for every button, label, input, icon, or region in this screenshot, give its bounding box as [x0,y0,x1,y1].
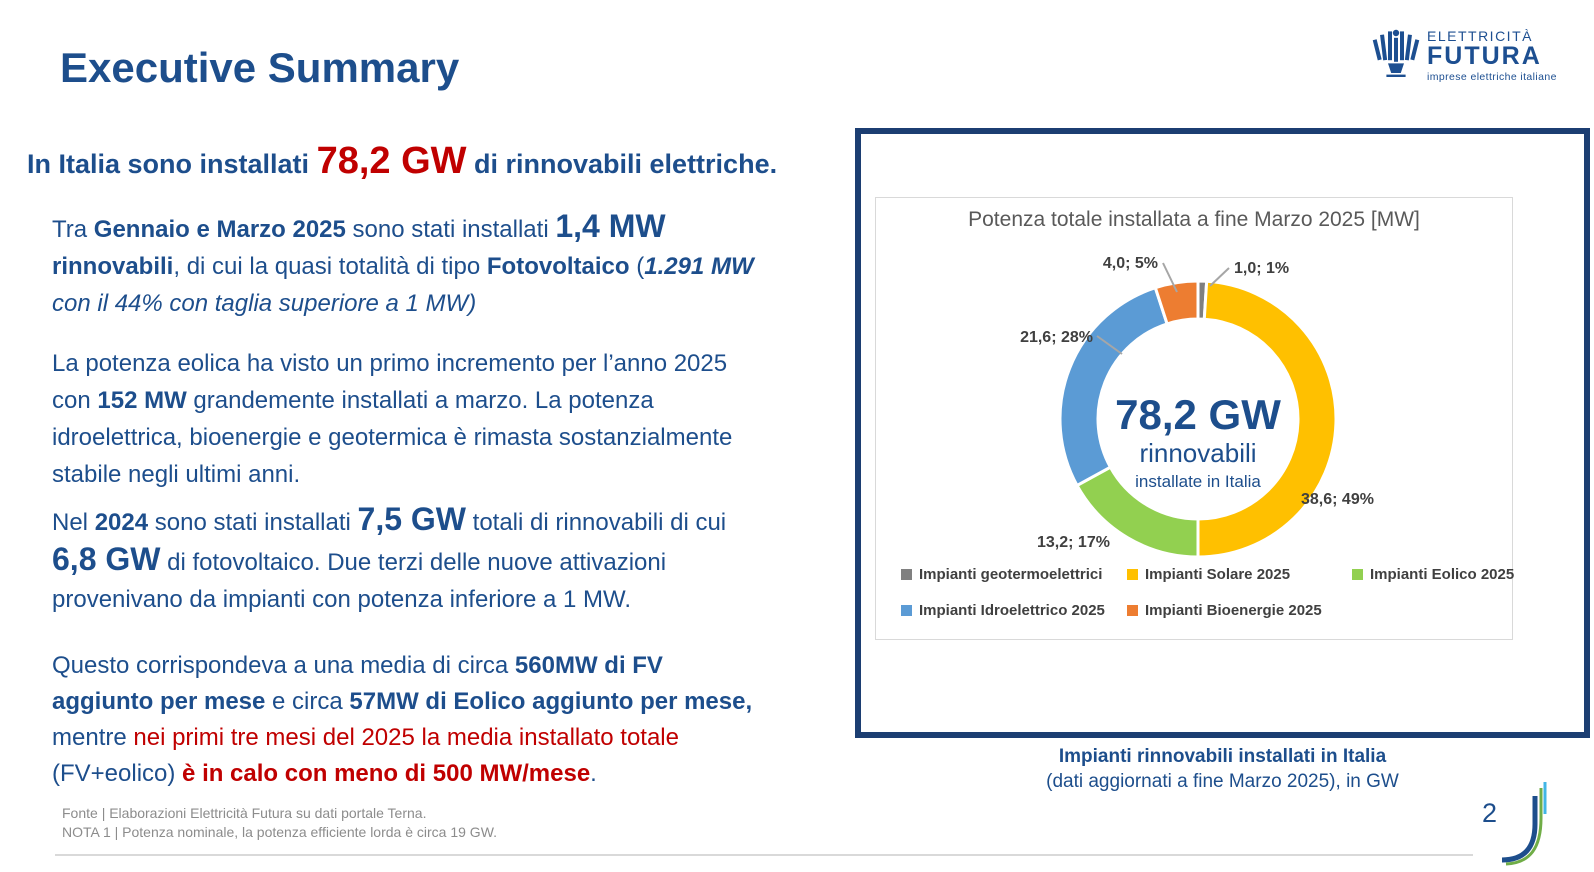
legend-swatch-eolico [1352,569,1363,580]
legend-label-geotermoelettrici: Impianti geotermoelettrici [919,566,1103,583]
donut-chart: 1,0; 1% 38,6; 49% 13,2; 17% 21,6; 28% 4,… [1020,255,1374,559]
legend-label-bioenergie: Impianti Bioenergie 2025 [1145,602,1322,619]
chart-caption-line2: (dati aggiornati a fine Marzo 2025), in … [1046,771,1399,792]
slice-label-solare: 38,6; 49% [1301,491,1374,508]
legend-item-bioenergie: Impianti Bioenergie 2025 [1127,602,1322,619]
slice-label-eolico: 13,2; 17% [1037,534,1110,551]
leader-line-idroelettrico [1096,335,1123,355]
slice-label-idroelettrico: 21,6; 28% [1020,329,1093,346]
legend-item-eolico: Impianti Eolico 2025 [1352,566,1514,583]
paragraph-2: La potenza eolica ha visto un primo incr… [52,350,733,488]
brand-line-1: ELETTRICITÀ [1427,27,1533,44]
legend-label-solare: Impianti Solare 2025 [1145,566,1291,583]
chart-caption: Impianti rinnovabili installati in Itali… [855,744,1590,794]
paragraph-3: Nel 2024 sono stati installati 7,5 GW to… [52,501,727,613]
paragraph-1: Tra Gennaio e Marzo 2025 sono stati inst… [52,208,754,317]
legend-swatch-solare [1127,569,1138,580]
legend-item-geotermoelettrici: Impianti geotermoelettrici [901,566,1102,583]
chart-frame: Potenza totale installata a fine Marzo 2… [875,197,1514,640]
eagle-icon [1372,28,1420,83]
donut-center-label-2: installate in Italia [1135,472,1261,491]
legend-swatch-geotermoelettrici [901,569,912,580]
slice-label-geotermoelettrici: 1,0; 1% [1234,260,1289,277]
leader-line-geotermoelettrici [1209,267,1230,287]
chart-caption-line1: Impianti rinnovabili installati in Itali… [1058,746,1387,767]
bottom-rule [55,854,1473,856]
legend-label-eolico: Impianti Eolico 2025 [1370,566,1515,583]
brand-wordmark: ELETTRICITÀ FUTURA imprese elettriche it… [1427,29,1557,83]
brand-tagline: imprese elettriche italiane [1427,70,1557,83]
page-title: Executive Summary [60,44,460,91]
slice-label-bioenergie: 4,0; 5% [1103,255,1158,272]
corner-swoosh-icon [1501,780,1548,871]
donut-center-value: 78,2 GW [1115,391,1281,438]
legend-item-idroelettrico: Impianti Idroelettrico 2025 [901,602,1105,619]
donut-slice-4 [1153,279,1200,326]
elettricita-futura-logo: ELETTRICITÀ FUTURA imprese elettriche it… [1372,28,1557,83]
donut-slice-1 [1196,279,1338,559]
leader-line-bioenergie [1162,262,1178,293]
intro-statement: In Italia sono installati 78,2 GW di rin… [27,140,778,182]
footnote-nota: NOTA 1 | Potenza nominale, la potenza ef… [62,824,498,840]
chart-title: Potenza totale installata a fine Marzo 2… [968,208,1420,231]
legend-item-solare: Impianti Solare 2025 [1127,566,1290,583]
footnote-source: Fonte | Elaborazioni Elettricità Futura … [62,805,427,821]
page-number: 2 [1482,798,1498,828]
footnotes: Fonte | Elaborazioni Elettricità Futura … [62,804,497,842]
donut-center-label-1: rinnovabili [1139,438,1256,468]
legend-swatch-idroelettrico [901,605,912,616]
brand-line-2: FUTURA [1427,41,1542,70]
paragraph-4: Questo corrispondeva a una media di circ… [52,652,753,787]
legend-label-idroelettrico: Impianti Idroelettrico 2025 [919,602,1105,619]
legend-swatch-bioenergie [1127,605,1138,616]
